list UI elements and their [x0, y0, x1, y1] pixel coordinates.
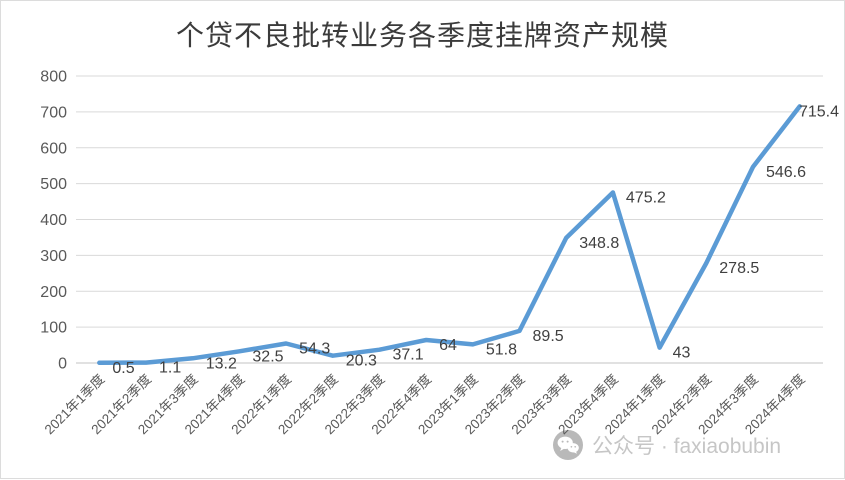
y-axis-tick-label: 800	[40, 69, 67, 86]
y-axis-tick-label: 700	[40, 104, 67, 121]
y-axis-tick-label: 200	[40, 284, 67, 301]
data-label: 278.5	[719, 260, 759, 277]
data-label: 51.8	[486, 341, 517, 358]
watermark: 公众号 · faxiaobubin	[553, 430, 781, 460]
data-label: 89.5	[533, 328, 564, 345]
data-label: 0.5	[112, 360, 134, 377]
data-label: 32.5	[252, 348, 283, 365]
y-axis-tick-label: 400	[40, 212, 67, 229]
y-axis-tick-label: 100	[40, 320, 67, 337]
data-label: 546.6	[766, 164, 806, 181]
y-axis-tick-label: 300	[40, 248, 67, 265]
wechat-icon	[553, 430, 583, 460]
data-label: 20.3	[346, 353, 377, 370]
y-axis-tick-label: 600	[40, 140, 67, 157]
data-label: 348.8	[579, 235, 619, 252]
y-axis-tick-label: 0	[58, 356, 67, 373]
data-label: 37.1	[392, 347, 423, 364]
data-line-series	[97, 104, 802, 366]
y-axis-tick-label: 500	[40, 176, 67, 193]
watermark-text: 公众号 · faxiaobubin	[592, 435, 782, 458]
data-label: 715.4	[799, 103, 839, 120]
data-label: 1.1	[159, 360, 181, 377]
data-label: 54.3	[299, 341, 330, 358]
data-label: 13.2	[206, 355, 237, 372]
data-label: 475.2	[626, 190, 666, 207]
chart-title: 个贷不良批转业务各季度挂牌资产规模	[175, 20, 669, 51]
data-label: 43	[673, 345, 691, 362]
data-label: 64	[439, 337, 457, 354]
